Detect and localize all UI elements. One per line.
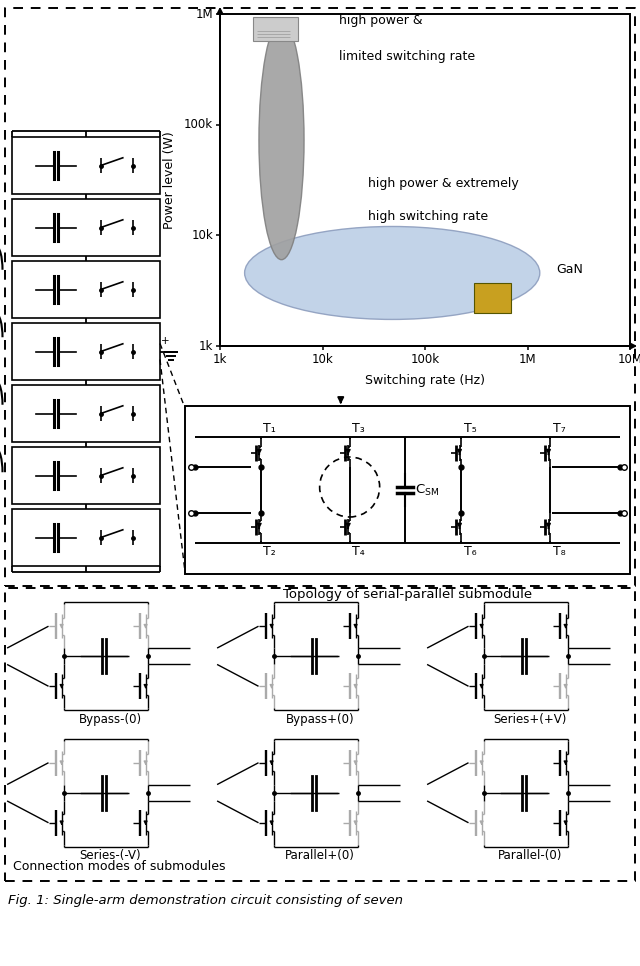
Bar: [474, 283, 511, 313]
Text: T₈: T₈: [553, 545, 566, 558]
Text: T₇: T₇: [553, 422, 566, 435]
Text: T₃: T₃: [353, 422, 365, 435]
Text: 10M: 10M: [618, 353, 640, 366]
Text: Bypass+(0): Bypass+(0): [285, 713, 355, 725]
Text: high power &: high power &: [339, 14, 422, 27]
Text: Series+(+V): Series+(+V): [493, 713, 566, 725]
Text: T₂: T₂: [264, 545, 276, 558]
Text: T₆: T₆: [464, 545, 476, 558]
Text: high switching rate: high switching rate: [367, 210, 488, 223]
Bar: [185, 406, 630, 574]
Text: Series-(-V): Series-(-V): [79, 849, 141, 862]
Bar: [12, 447, 160, 504]
Bar: [12, 385, 160, 442]
Text: Topology of serial-parallel submodule: Topology of serial-parallel submodule: [283, 588, 532, 601]
Text: 1M: 1M: [195, 8, 213, 20]
Bar: [12, 261, 160, 318]
Text: 1k: 1k: [198, 339, 213, 353]
Text: limited switching rate: limited switching rate: [339, 50, 475, 64]
Text: C$_{\mathregular{SM}}$: C$_{\mathregular{SM}}$: [415, 482, 440, 497]
Bar: [12, 137, 160, 194]
Text: Switching rate (Hz): Switching rate (Hz): [365, 374, 485, 387]
Text: T₁: T₁: [264, 422, 276, 435]
Text: 100k: 100k: [184, 118, 213, 131]
Bar: [253, 17, 298, 41]
Text: Fig. 1: Single-arm demonstration circuit consisting of seven: Fig. 1: Single-arm demonstration circuit…: [8, 894, 403, 907]
Text: Parallel-(0): Parallel-(0): [498, 849, 562, 862]
Text: 100k: 100k: [410, 353, 440, 366]
Text: +: +: [161, 335, 170, 346]
Ellipse shape: [244, 226, 540, 320]
Bar: [12, 199, 160, 256]
Bar: [220, 14, 630, 346]
Text: 1M: 1M: [518, 353, 536, 366]
Text: Power level (W): Power level (W): [163, 131, 177, 229]
Text: 10k: 10k: [191, 229, 213, 242]
Text: high power & extremely: high power & extremely: [367, 177, 518, 189]
Text: 10k: 10k: [312, 353, 333, 366]
Text: Parallel+(0): Parallel+(0): [285, 849, 355, 862]
Bar: [12, 509, 160, 566]
Text: Connection modes of submodules: Connection modes of submodules: [13, 860, 225, 873]
Text: Bypass-(0): Bypass-(0): [79, 713, 141, 725]
Text: 1k: 1k: [213, 353, 227, 366]
Text: Si: Si: [220, 0, 232, 2]
Text: T₄: T₄: [353, 545, 365, 558]
Bar: [12, 323, 160, 380]
Text: GaN: GaN: [556, 263, 583, 276]
Ellipse shape: [259, 20, 304, 260]
Text: T₅: T₅: [464, 422, 476, 435]
